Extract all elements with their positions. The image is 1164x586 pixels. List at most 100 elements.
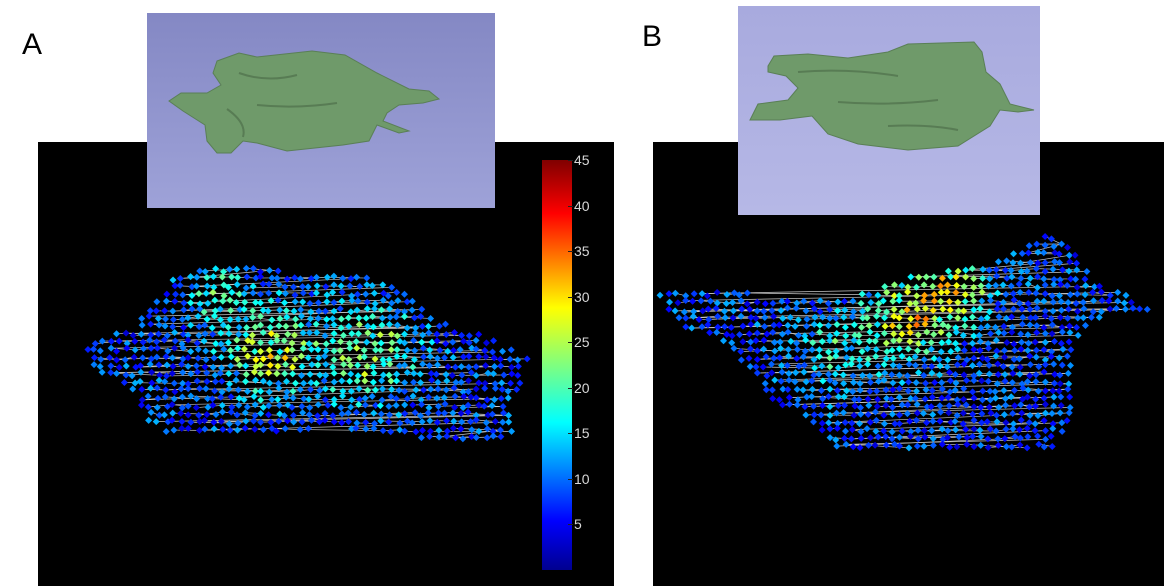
data-point [881, 369, 889, 377]
data-point [1071, 251, 1079, 259]
wire-segment [389, 324, 416, 329]
data-point [131, 346, 139, 354]
data-point [1008, 328, 1016, 336]
data-point [409, 401, 417, 409]
data-point [329, 337, 337, 345]
data-point [234, 419, 242, 427]
data-point [196, 305, 204, 313]
data-point [970, 323, 978, 331]
data-point [1015, 355, 1023, 363]
data-point [992, 336, 1000, 344]
data-point [386, 313, 394, 321]
data-point [1016, 370, 1024, 378]
data-point [385, 402, 393, 410]
data-point [259, 403, 267, 411]
data-point [943, 363, 951, 371]
data-point [960, 360, 968, 368]
data-point [338, 297, 346, 305]
data-point [1050, 280, 1058, 288]
data-point [376, 402, 384, 410]
data-point [801, 332, 809, 340]
data-point [1114, 288, 1122, 296]
panel-a-plot: 45 40 35 30 25 20 15 10 5 [38, 142, 614, 586]
data-point [490, 354, 498, 362]
data-point [803, 315, 811, 323]
data-point [324, 401, 332, 409]
data-point [298, 372, 306, 380]
panel-a-label: A [22, 28, 43, 61]
data-point [970, 345, 978, 353]
data-point [1041, 259, 1049, 267]
data-point [176, 281, 184, 289]
data-point [1002, 314, 1010, 322]
wire-segment [852, 422, 1062, 431]
data-point [265, 369, 273, 377]
data-point [816, 328, 824, 336]
data-point [250, 393, 258, 401]
data-point [927, 403, 935, 411]
data-point [144, 403, 152, 411]
data-point [947, 348, 955, 356]
data-point [808, 392, 816, 400]
data-point [434, 402, 442, 410]
data-point [969, 362, 977, 370]
data-point [970, 403, 978, 411]
data-point [944, 267, 952, 275]
data-point [858, 323, 866, 331]
data-point [249, 265, 257, 273]
data-point [970, 425, 978, 433]
colorbar-tick-label: 25 [574, 334, 590, 351]
data-point [903, 306, 911, 314]
data-point [235, 401, 243, 409]
data-point [220, 268, 228, 276]
data-point [999, 362, 1007, 370]
data-point [907, 427, 915, 435]
data-point [96, 347, 104, 355]
data-point [795, 331, 803, 339]
data-point [388, 339, 396, 347]
data-point [839, 371, 847, 379]
data-point [353, 344, 361, 352]
data-point [1049, 265, 1057, 273]
data-point [227, 353, 235, 361]
data-point [1047, 353, 1055, 361]
data-point [937, 408, 945, 416]
data-point [866, 372, 874, 380]
data-point [160, 411, 168, 419]
data-point [826, 337, 834, 345]
data-point [1011, 402, 1019, 410]
data-point [219, 425, 227, 433]
data-point [1024, 300, 1032, 308]
data-point [369, 323, 377, 331]
data-point [506, 355, 514, 363]
data-point [904, 401, 912, 409]
data-point [434, 361, 442, 369]
data-point [275, 280, 283, 288]
data-point [457, 425, 465, 433]
data-point [363, 281, 371, 289]
data-point [416, 370, 424, 378]
data-point [880, 420, 888, 428]
data-point [752, 314, 760, 322]
data-point [314, 412, 322, 420]
data-point [475, 427, 483, 435]
data-point [226, 426, 234, 434]
colorbar-tick-label: 20 [574, 379, 590, 396]
data-point [257, 387, 265, 395]
data-point [299, 329, 307, 337]
data-point [947, 418, 955, 426]
data-point [994, 300, 1002, 308]
data-point [984, 377, 992, 385]
data-point [923, 419, 931, 427]
data-point [275, 384, 283, 392]
data-point [321, 385, 329, 393]
data-point [305, 411, 313, 419]
data-point [443, 377, 451, 385]
data-point [1017, 330, 1025, 338]
data-point [396, 419, 404, 427]
data-point [841, 427, 849, 435]
data-point [895, 314, 903, 322]
data-point [881, 314, 889, 322]
data-point [737, 312, 745, 320]
data-point [307, 386, 315, 394]
